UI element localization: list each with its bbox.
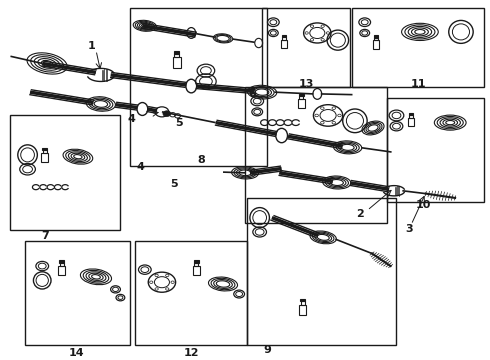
Circle shape	[163, 111, 171, 117]
Bar	[409, 113, 414, 115]
Text: 7: 7	[41, 230, 49, 240]
Bar	[130, 8, 267, 166]
Bar	[41, 153, 48, 162]
Bar	[387, 98, 485, 202]
Circle shape	[149, 281, 153, 283]
Bar	[281, 40, 287, 48]
Bar	[408, 118, 415, 126]
Text: 11: 11	[411, 79, 426, 89]
Bar	[60, 262, 64, 266]
Bar	[373, 40, 379, 49]
Bar	[174, 51, 179, 54]
Bar	[194, 262, 198, 266]
Bar	[262, 8, 350, 87]
Text: 2: 2	[356, 209, 364, 219]
Bar	[174, 54, 179, 57]
Text: 4: 4	[136, 162, 144, 172]
Bar	[194, 260, 198, 262]
Bar	[299, 305, 306, 315]
Circle shape	[332, 107, 336, 109]
Circle shape	[310, 25, 314, 27]
Bar	[300, 299, 305, 301]
Bar	[58, 266, 65, 275]
Circle shape	[155, 288, 158, 290]
Bar	[247, 198, 396, 345]
Circle shape	[338, 114, 341, 117]
Circle shape	[310, 39, 314, 41]
Text: 5: 5	[175, 118, 183, 127]
Bar	[300, 301, 305, 305]
Text: 6: 6	[248, 89, 256, 99]
Circle shape	[166, 274, 169, 276]
Bar	[42, 148, 47, 150]
Circle shape	[155, 274, 158, 276]
Bar	[299, 96, 303, 99]
Circle shape	[321, 39, 324, 41]
Text: 1: 1	[87, 41, 95, 50]
Circle shape	[320, 121, 324, 124]
Circle shape	[326, 32, 330, 34]
Circle shape	[320, 107, 324, 109]
Text: 5: 5	[171, 179, 178, 189]
Text: 3: 3	[405, 225, 413, 234]
Text: 14: 14	[69, 348, 84, 358]
Bar	[43, 150, 47, 153]
Bar	[298, 99, 305, 108]
Text: 4: 4	[128, 114, 136, 124]
Bar	[135, 241, 247, 345]
Bar	[10, 116, 121, 230]
Bar	[409, 115, 413, 118]
Bar	[59, 260, 64, 262]
Text: 8: 8	[197, 155, 205, 165]
Bar	[25, 241, 130, 345]
Circle shape	[305, 32, 308, 34]
Text: 12: 12	[183, 348, 199, 358]
Text: 10: 10	[416, 200, 431, 210]
Bar	[193, 266, 199, 275]
Circle shape	[171, 281, 174, 283]
Circle shape	[321, 25, 324, 27]
Text: 9: 9	[263, 345, 271, 355]
Circle shape	[332, 121, 336, 124]
Text: 13: 13	[298, 79, 314, 89]
Bar	[374, 36, 378, 38]
Bar	[282, 35, 286, 37]
Bar	[282, 37, 286, 40]
Bar	[245, 87, 387, 223]
Circle shape	[315, 114, 318, 117]
Bar	[352, 8, 485, 87]
Circle shape	[166, 288, 169, 290]
Bar	[299, 94, 304, 96]
Bar	[374, 38, 378, 40]
Bar	[172, 57, 180, 68]
